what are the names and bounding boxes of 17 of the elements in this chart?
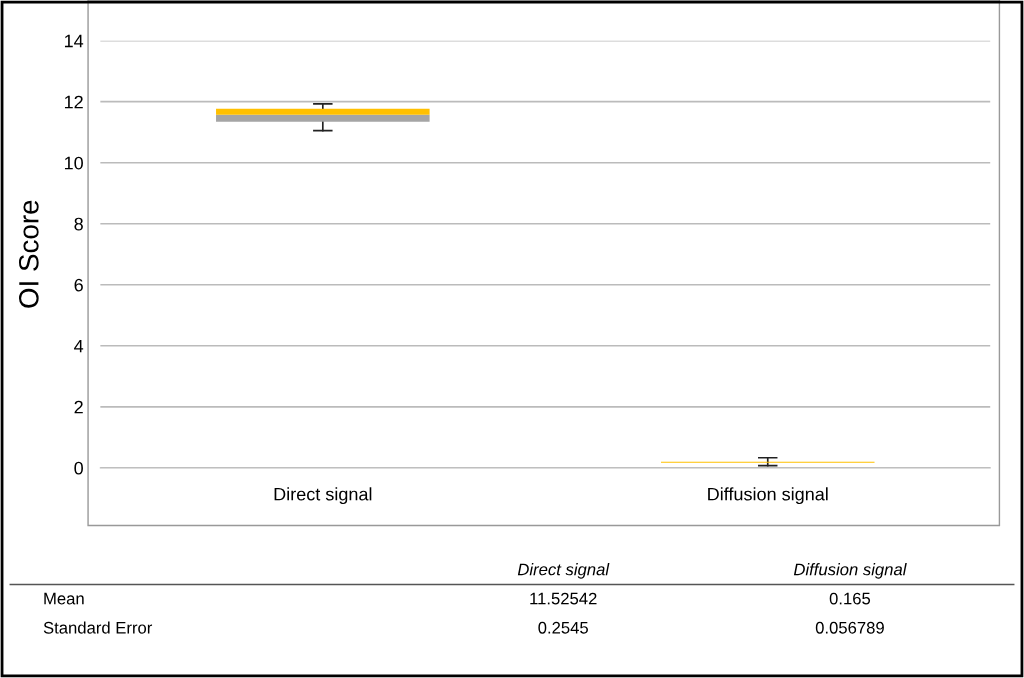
text: 0.165 bbox=[829, 592, 871, 605]
y-tick-label: 6 bbox=[74, 278, 83, 292]
y-axis-title: OI Score bbox=[19, 200, 39, 308]
text: Standard Error bbox=[43, 621, 153, 634]
y-tick-label: 0 bbox=[74, 461, 83, 475]
y-tick-label: 2 bbox=[74, 400, 83, 414]
text: Mean bbox=[44, 592, 84, 605]
y-tick-label: 10 bbox=[64, 156, 83, 170]
text: Diffusion signal bbox=[793, 563, 907, 579]
y-tick-label: 8 bbox=[74, 217, 83, 231]
y-tick-label: 4 bbox=[74, 339, 84, 353]
text: 0.2545 bbox=[538, 621, 588, 634]
text: 0.056789 bbox=[815, 621, 884, 634]
text: Direct signal bbox=[517, 563, 610, 579]
text: 11.52542 bbox=[530, 592, 597, 605]
y-tick-label: 14 bbox=[64, 34, 84, 48]
y-tick-label: 12 bbox=[64, 95, 83, 109]
